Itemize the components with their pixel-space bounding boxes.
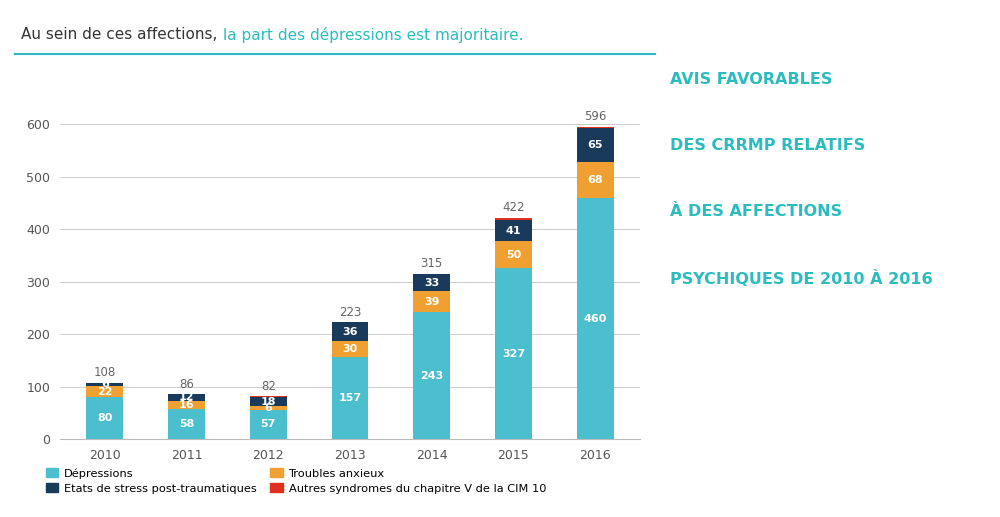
Bar [86,386,123,398]
Bar [250,397,287,406]
Bar [495,241,532,268]
Text: 58: 58 [179,419,194,429]
Text: 39: 39 [424,297,439,307]
Text: 82: 82 [261,379,276,393]
Text: 327: 327 [502,348,525,359]
Bar [332,323,368,341]
Bar [495,268,532,439]
Text: AVIS FAVORABLES: AVIS FAVORABLES [670,72,832,87]
Text: 41: 41 [506,226,521,236]
Legend: Dépressions, Etats de stress post-traumatiques, Troubles anxieux, Autres syndrom: Dépressions, Etats de stress post-trauma… [46,468,546,494]
Text: DES CRRMP RELATIFS: DES CRRMP RELATIFS [670,139,865,154]
Text: 33: 33 [424,278,439,288]
Text: 6: 6 [101,379,109,389]
Bar [495,218,532,220]
Bar [577,128,614,162]
Text: 422: 422 [502,201,525,214]
Bar [250,409,287,439]
Bar [413,274,450,292]
Bar [168,401,205,409]
Text: 50: 50 [506,250,521,260]
Text: 65: 65 [587,140,603,150]
Bar [332,357,368,439]
Text: 30: 30 [342,344,358,354]
Text: 18: 18 [261,397,276,407]
Bar [168,409,205,439]
Text: 16: 16 [179,400,194,410]
Text: 157: 157 [338,393,362,403]
Text: 80: 80 [97,414,112,423]
Bar [86,398,123,439]
Text: 12: 12 [179,392,194,402]
Bar [250,406,287,409]
Text: 36: 36 [342,327,358,337]
Text: 57: 57 [261,419,276,430]
Text: 596: 596 [584,110,606,123]
Text: PSYCHIQUES DE 2010 À 2016: PSYCHIQUES DE 2010 À 2016 [670,270,933,287]
Text: 6: 6 [264,403,272,413]
Bar [577,162,614,198]
Text: 108: 108 [94,366,116,379]
Bar [332,341,368,357]
Bar [413,292,450,312]
Text: À DES AFFECTIONS: À DES AFFECTIONS [670,204,842,219]
Bar [577,198,614,439]
Text: Au sein de ces affections,: Au sein de ces affections, [21,27,223,42]
Text: 223: 223 [339,306,361,318]
Bar [86,383,123,386]
Text: 315: 315 [421,257,443,270]
Bar [495,220,532,241]
Bar [413,312,450,439]
Bar [577,127,614,128]
Text: 243: 243 [420,371,443,381]
Text: 22: 22 [97,387,113,397]
Bar [168,394,205,401]
Text: 68: 68 [587,175,603,185]
Text: 86: 86 [179,377,194,391]
Text: la part des dépressions est majoritaire.: la part des dépressions est majoritaire. [223,27,523,43]
Text: 460: 460 [584,314,607,324]
